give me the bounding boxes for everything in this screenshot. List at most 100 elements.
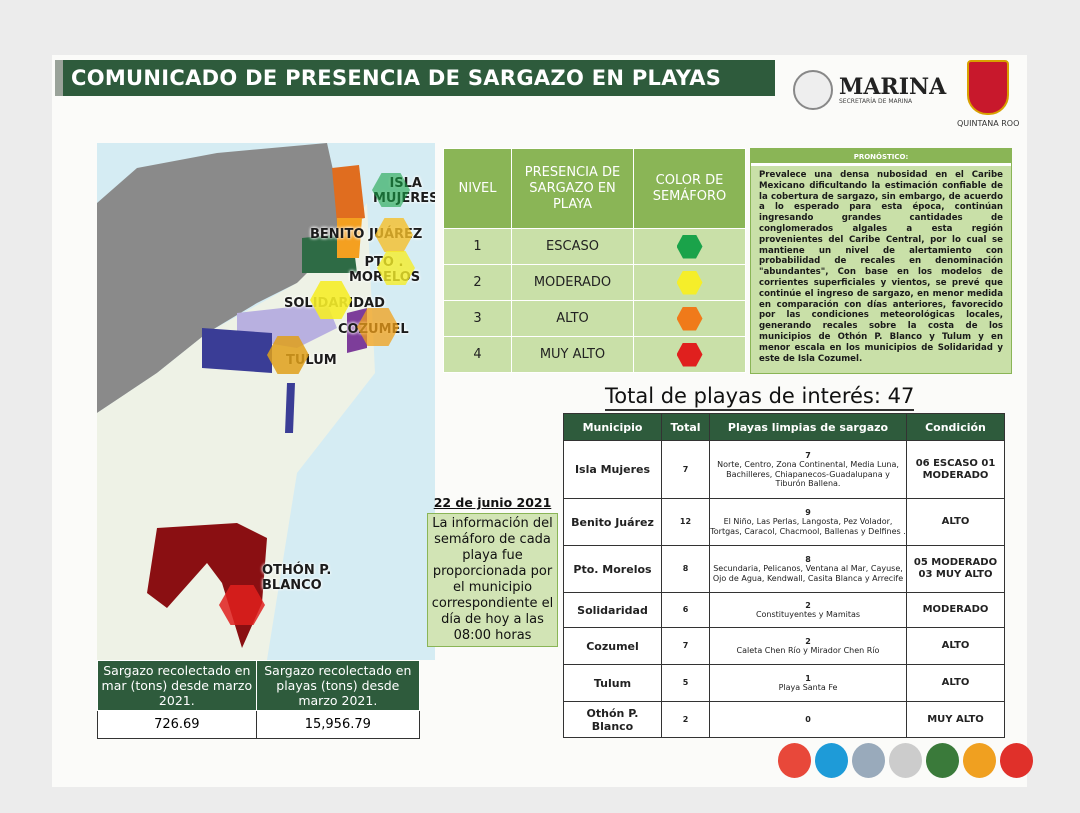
clean-count: 1 <box>805 673 811 683</box>
yellow-hexagon-icon <box>676 270 703 295</box>
condicion: ALTO <box>906 498 1005 546</box>
legend-row: 2 MODERADO <box>443 264 746 301</box>
state-name: QUINTANA ROO <box>957 119 1020 128</box>
map-label-othon-p-blanco: OTHÓN P. BLANCO <box>262 563 332 593</box>
legend-header-color: COLOR DE SEMÁFORO <box>633 148 746 229</box>
table-row: Benito Juárez 12 9 El Niño, Las Perlas, Lan… <box>563 498 1005 546</box>
forecast-text: Prevalece una densa nubosidad en el Cari… <box>759 170 1003 364</box>
forecast-title: PRONÓSTICO: <box>751 149 1011 166</box>
condicion: MUY ALTO <box>906 701 1005 738</box>
municipal-logo-icon <box>852 743 885 778</box>
condicion: ALTO <box>906 627 1005 665</box>
table-row: Pto. Morelos 8 8 Secundaria, Pelicanos, Ven… <box>563 545 1005 593</box>
hex-marker-moderado <box>375 218 413 252</box>
municipal-logo-icon <box>926 743 959 778</box>
collected-sargassum-table: Sargazo recolectado en mar (tons) desde … <box>97 660 421 739</box>
total-beaches: Total de playas de interés: 47 <box>605 383 915 411</box>
clean-count: 7 <box>805 450 811 460</box>
hex-marker-muy-alto <box>219 585 265 625</box>
clean-count: 2 <box>805 600 811 610</box>
marina-name: MARINA <box>839 73 947 100</box>
total: 7 <box>661 440 710 499</box>
beach-collected-header: Sargazo recolectado en playas (tons) des… <box>255 660 421 711</box>
table-row: Isla Mujeres 7 7 Norte, Centro, Zona Contin… <box>563 440 1005 499</box>
level: 1 <box>443 228 512 265</box>
total: 7 <box>661 627 710 665</box>
legend-header-level: NIVEL <box>443 148 512 229</box>
legend-row: 3 ALTO <box>443 300 746 337</box>
level: 4 <box>443 336 512 373</box>
color-cell <box>633 228 746 265</box>
sea-collected-header: Sargazo recolectado en mar (tons) desde … <box>97 660 257 711</box>
clean-list: Playa Santa Fe <box>778 683 838 692</box>
total: 8 <box>661 545 710 593</box>
report-date: 22 de junio 2021 <box>433 495 552 510</box>
legend-row: 1 ESCASO <box>443 228 746 265</box>
municipio: Isla Mujeres <box>563 440 662 499</box>
level: 2 <box>443 264 512 301</box>
clean-beaches: 1 Playa Santa Fe <box>709 664 907 702</box>
municipal-logo-icon <box>778 743 811 778</box>
municipal-logo-icon <box>963 743 996 778</box>
condicion: 06 ESCASO 01 MODERADO <box>906 440 1005 499</box>
forecast-panel: PRONÓSTICO: Prevalece una densa nubosida… <box>750 148 1012 374</box>
table-row: Othón P. Blanco 2 0 MUY ALTO <box>563 701 1005 738</box>
color-cell <box>633 264 746 301</box>
tulum-area <box>202 328 272 373</box>
marina-logo: MARINA SECRETARÍA DE MARINA <box>793 70 946 110</box>
color-cell <box>633 336 746 373</box>
municipio: Pto. Morelos <box>563 545 662 593</box>
region-map: ISLA MUJERES BENITO JUÁREZ PTO . MORELOS… <box>97 143 435 660</box>
hex-marker-alto <box>357 308 399 346</box>
quintana-roo-logo: QUINTANA ROO <box>957 60 1019 128</box>
clean-beaches: 2 Caleta Chen Río y Mirador Chen Río <box>709 627 907 665</box>
isla-mujeres-area <box>332 165 365 223</box>
table-row: Solidaridad 6 2 Constituyentes y Mamitas MOD… <box>563 592 1005 628</box>
municipal-logo-icon <box>889 743 922 778</box>
presence: MODERADO <box>511 264 634 301</box>
table-row: Tulum 5 1 Playa Santa Fe ALTO <box>563 664 1005 702</box>
condicion: ALTO <box>906 664 1005 702</box>
clean-beaches: 9 El Niño, Las Perlas, Langosta, Pez Vola… <box>709 498 907 546</box>
page-title: COMUNICADO DE PRESENCIA DE SARGAZO EN PL… <box>55 60 775 96</box>
clean-count: 9 <box>805 507 811 517</box>
municipal-logo-icon <box>815 743 848 778</box>
total: 12 <box>661 498 710 546</box>
municipio: Cozumel <box>563 627 662 665</box>
legend-header-presence: PRESENCIA DE SARGAZO EN PLAYA <box>511 148 634 229</box>
clean-beaches: 8 Secundaria, Pelicanos, Ventana al Mar, … <box>709 545 907 593</box>
yucatan-region <box>97 143 347 413</box>
municipio: Tulum <box>563 664 662 702</box>
level: 3 <box>443 300 512 337</box>
clean-beaches: 0 <box>709 701 907 738</box>
legend-row: 4 MUY ALTO <box>443 336 746 373</box>
presence: ALTO <box>511 300 634 337</box>
total: 5 <box>661 664 710 702</box>
condicion: 05 MODERADO 03 MUY ALTO <box>906 545 1005 593</box>
hex-marker-alto <box>267 336 309 374</box>
col-limpias: Playas limpias de sargazo <box>709 413 907 441</box>
col-condicion: Condición <box>906 413 1005 441</box>
municipio: Solidaridad <box>563 592 662 628</box>
beach-collected-value: 15,956.79 <box>255 710 421 739</box>
clean-list: Constituyentes y Mamitas <box>755 610 861 619</box>
condicion: MODERADO <box>906 592 1005 628</box>
municipal-logo-icon <box>1000 743 1033 778</box>
green-hexagon-icon <box>676 234 703 259</box>
clean-count: 0 <box>805 714 811 724</box>
total: 6 <box>661 592 710 628</box>
clean-beaches: 7 Norte, Centro, Zona Continental, Media … <box>709 440 907 499</box>
total: 2 <box>661 701 710 738</box>
hex-marker-moderado <box>377 251 415 285</box>
marina-subtitle: SECRETARÍA DE MARINA <box>839 97 913 105</box>
source-note: La información del semáforo de cada play… <box>427 513 558 647</box>
clean-list: Norte, Centro, Zona Continental, Media L… <box>717 460 899 488</box>
col-municipio: Municipio <box>563 413 662 441</box>
beaches-table: Municipio Total Playas limpias de sargazo C… <box>563 413 1005 738</box>
clean-list: El Niño, Las Perlas, Langosta, Pez Volad… <box>710 517 906 536</box>
hex-marker-escaso <box>372 173 410 207</box>
date-note: 22 de junio 2021 La información del semá… <box>427 495 558 647</box>
presence: MUY ALTO <box>511 336 634 373</box>
red-hexagon-icon <box>676 342 703 367</box>
col-total: Total <box>661 413 710 441</box>
